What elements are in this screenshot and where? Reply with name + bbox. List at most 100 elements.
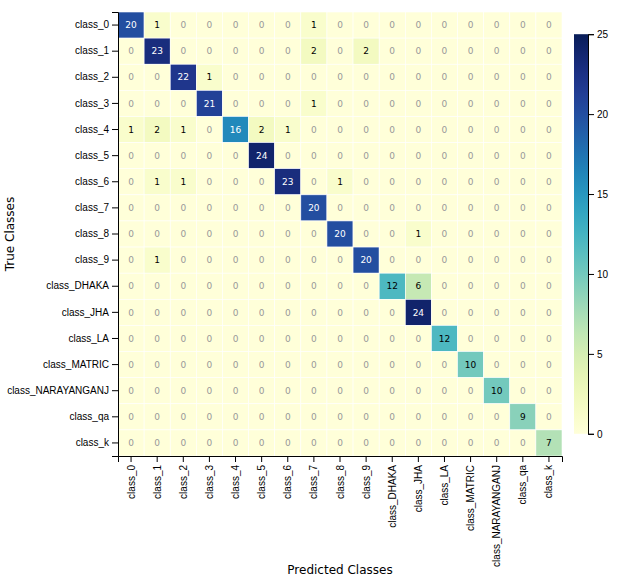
tick-mark [112,25,118,26]
cell [431,273,457,299]
data-label: 0 [311,281,317,291]
data-label: 2 [154,125,160,135]
cell [301,404,327,430]
tick-label: class_6 [282,465,293,499]
data-label: 0 [494,229,500,239]
data-label: 0 [363,334,369,344]
cell [484,12,510,38]
cell [379,64,405,90]
cell [353,378,379,404]
data-label: 0 [259,360,265,370]
data-label: 0 [311,386,317,396]
cell [249,169,275,195]
data-label: 0 [207,46,213,56]
cell [222,378,248,404]
tick-mark [418,456,419,462]
data-label: 0 [546,412,552,422]
cell [405,169,431,195]
cell [458,299,484,325]
cell [275,90,301,116]
data-label: 0 [546,151,552,161]
tick: class_k [76,437,118,448]
cell [196,38,222,64]
tick-label: class_DHAKA [387,465,398,528]
data-label: 0 [285,99,291,109]
cell [353,90,379,116]
data-label: 0 [233,99,239,109]
data-label: 0 [468,20,474,30]
cell [510,90,536,116]
data-label: 0 [233,308,239,318]
data-label: 0 [128,229,134,239]
cell [118,38,144,64]
cell [484,430,510,456]
cell [301,12,327,38]
cell [249,116,275,142]
cell [458,38,484,64]
cell [379,38,405,64]
cell [275,195,301,221]
data-label: 0 [180,255,186,265]
data-label: 0 [363,203,369,213]
cell [431,169,457,195]
plot: 2010000010000000000230000020200000000022… [7,12,562,567]
cell [458,273,484,299]
cell [353,299,379,325]
cell [222,273,248,299]
tick-label: class_JHA [413,465,424,513]
data-label: 0 [233,334,239,344]
tick-mark [287,456,288,462]
data-label: 9 [520,412,526,422]
data-label: 0 [494,46,500,56]
cell [196,221,222,247]
cell [170,90,196,116]
x-axis: class_0class_1class_2class_3class_4class… [119,456,563,567]
data-label: 0 [415,255,421,265]
cell [249,352,275,378]
data-label: 0 [233,255,239,265]
cell [431,247,457,273]
data-label: 0 [546,308,552,318]
cell [379,143,405,169]
tick: class_0 [75,19,118,30]
data-label: 0 [285,20,291,30]
data-label: 0 [337,255,343,265]
data-label: 0 [520,46,526,56]
x-axis-title: Predicted Classes [287,563,392,577]
tick-mark [112,103,118,104]
cell [353,221,379,247]
cell [301,64,327,90]
cell [327,273,353,299]
data-label: 0 [415,46,421,56]
cell [327,143,353,169]
tick-label: class_8 [335,465,346,499]
tick-label: class_MATRIC [465,465,476,531]
cell [327,169,353,195]
cell [379,273,405,299]
tick-label: class_0 [75,19,109,30]
data-label: 0 [546,72,552,82]
tick-mark [313,456,314,462]
tick: class_k [543,456,554,498]
cell [275,352,301,378]
cell [405,430,431,456]
cell [249,247,275,273]
cell [118,116,144,142]
cell [405,325,431,351]
data-label: 21 [204,99,215,109]
data-label: 22 [178,72,189,82]
cell [510,352,536,378]
cell [275,64,301,90]
data-label: 0 [128,151,134,161]
tick-label: class_7 [308,465,319,499]
data-label: 0 [520,151,526,161]
data-label: 0 [311,177,317,187]
cell [431,378,457,404]
tick: class_2 [178,456,189,499]
data-label: 0 [442,412,448,422]
data-label: 0 [337,281,343,291]
cell [353,247,379,273]
data-label: 0 [259,308,265,318]
cell [196,404,222,430]
data-label: 0 [311,125,317,135]
